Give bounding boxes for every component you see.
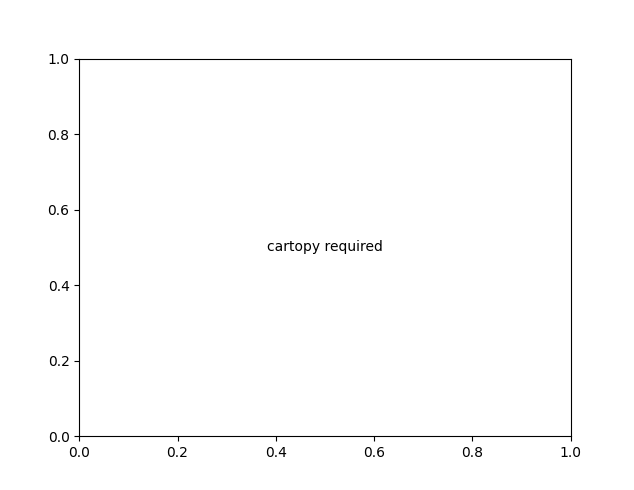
Text: cartopy required: cartopy required (267, 241, 383, 254)
